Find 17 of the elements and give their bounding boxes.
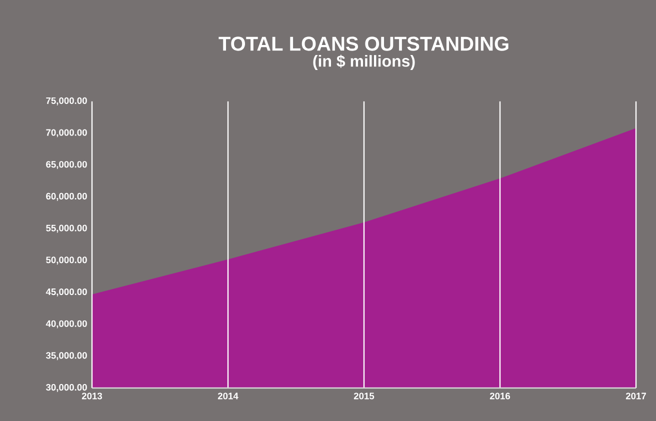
x-tick-label: 2014 — [218, 392, 238, 400]
y-tick-label: 75,000.00 — [46, 97, 87, 106]
chart-subtitle: (in $ millions) — [313, 54, 415, 70]
y-tick-label: 65,000.00 — [46, 161, 87, 170]
y-tick-label: 55,000.00 — [46, 224, 87, 233]
x-tick-label: 2016 — [490, 392, 510, 400]
x-tick-label: 2017 — [626, 392, 646, 400]
y-tick-label: 40,000.00 — [46, 320, 87, 328]
y-tick-label: 45,000.00 — [46, 288, 87, 296]
x-tick-label: 2013 — [82, 392, 102, 400]
y-tick-label: 50,000.00 — [46, 256, 87, 265]
y-tick-label: 35,000.00 — [46, 352, 87, 360]
y-tick-label: 60,000.00 — [46, 192, 87, 201]
x-tick-label: 2015 — [354, 392, 374, 400]
chart-title: TOTAL LOANS OUTSTANDING — [218, 36, 508, 51]
y-tick-label: 30,000.00 — [46, 384, 87, 392]
y-tick-label: 70,000.00 — [46, 129, 87, 138]
